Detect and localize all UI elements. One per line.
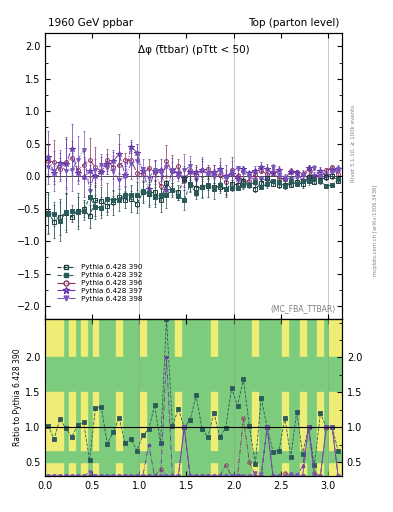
Text: 1960 GeV ppbar: 1960 GeV ppbar bbox=[48, 17, 133, 28]
Text: (MC_FBA_TTBAR): (MC_FBA_TTBAR) bbox=[271, 304, 336, 313]
Text: Δφ (t̅tbar) (pTtt < 50): Δφ (t̅tbar) (pTtt < 50) bbox=[138, 45, 250, 55]
Legend: Pythia 6.428 390, Pythia 6.428 392, Pythia 6.428 396, Pythia 6.428 397, Pythia 6: Pythia 6.428 390, Pythia 6.428 392, Pyth… bbox=[55, 262, 144, 304]
Text: Top (parton level): Top (parton level) bbox=[248, 17, 339, 28]
Text: Rivet 3.1.10, ≥ 100k events: Rivet 3.1.10, ≥ 100k events bbox=[351, 105, 356, 182]
Y-axis label: Ratio to Pythia 6.428 390: Ratio to Pythia 6.428 390 bbox=[13, 349, 22, 446]
Text: mcplots.cern.ch [arXiv:1306.3436]: mcplots.cern.ch [arXiv:1306.3436] bbox=[373, 185, 378, 276]
